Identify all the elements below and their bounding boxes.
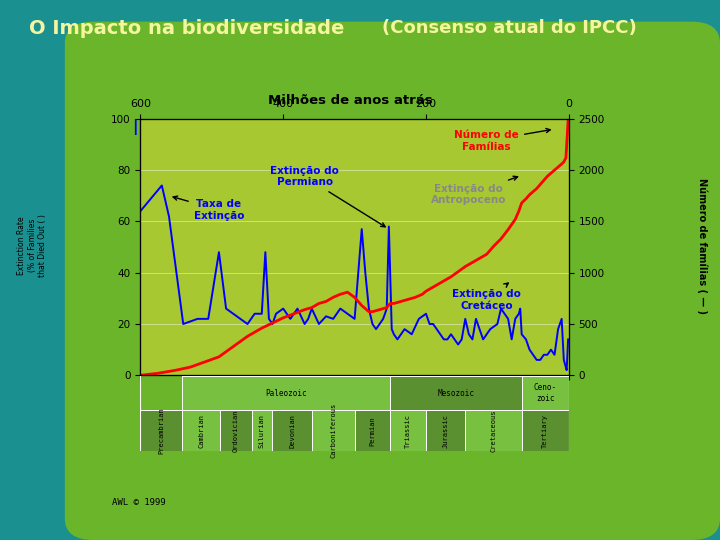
Text: Devonian: Devonian [289,414,295,448]
Text: Número de famílias ( — ): Número de famílias ( — ) [697,178,707,314]
Text: Extinction Rate
(% of Families
that Died Out ( ): Extinction Rate (% of Families that Died… [17,214,48,277]
Text: Extinção do
Permiano: Extinção do Permiano [270,166,385,227]
Bar [252,410,271,451]
Bar [390,410,426,451]
Text: Cretaceous: Cretaceous [490,409,496,452]
Bar [271,410,312,451]
Text: Mesozoic: Mesozoic [437,389,474,397]
Text: Paleozoic: Paleozoic [265,389,307,397]
Text: O Impacto na biodiversidade: O Impacto na biodiversidade [29,19,344,38]
FancyBboxPatch shape [65,22,720,540]
Bar [390,376,522,410]
Text: Triassic: Triassic [405,414,411,448]
Text: Silurian: Silurian [258,414,265,448]
Bar [522,410,569,451]
Text: Milhões de anos atrás: Milhões de anos atrás [269,93,433,107]
Text: |: | [132,119,138,134]
Text: Precambrian: Precambrian [158,407,164,454]
Bar [355,410,390,451]
Bar [522,376,569,410]
Text: Extinção do
Cretáceo: Extinção do Cretáceo [452,283,521,310]
Text: Permian: Permian [369,416,375,446]
Bar [312,410,355,451]
Text: Extinção do
Antropoceno: Extinção do Antropoceno [431,176,518,205]
Bar [426,410,464,451]
Text: Carboniferous: Carboniferous [331,403,337,458]
Text: Número de
Famílias: Número de Famílias [454,129,550,152]
Text: AWL © 1999: AWL © 1999 [112,498,166,507]
Text: Jurassic: Jurassic [442,414,449,448]
Text: Ordovician: Ordovician [233,409,239,452]
Text: Ceno-
zoic: Ceno- zoic [534,383,557,403]
Text: Tertiary: Tertiary [542,414,548,448]
Text: Cambrian: Cambrian [198,414,204,448]
Bar [464,410,522,451]
Text: (Consenso atual do IPCC): (Consenso atual do IPCC) [382,19,636,37]
Bar [182,410,220,451]
Bar [182,376,390,410]
Text: Taxa de
Extinção: Taxa de Extinção [173,196,244,221]
Bar [220,410,252,451]
Bar [140,410,182,451]
